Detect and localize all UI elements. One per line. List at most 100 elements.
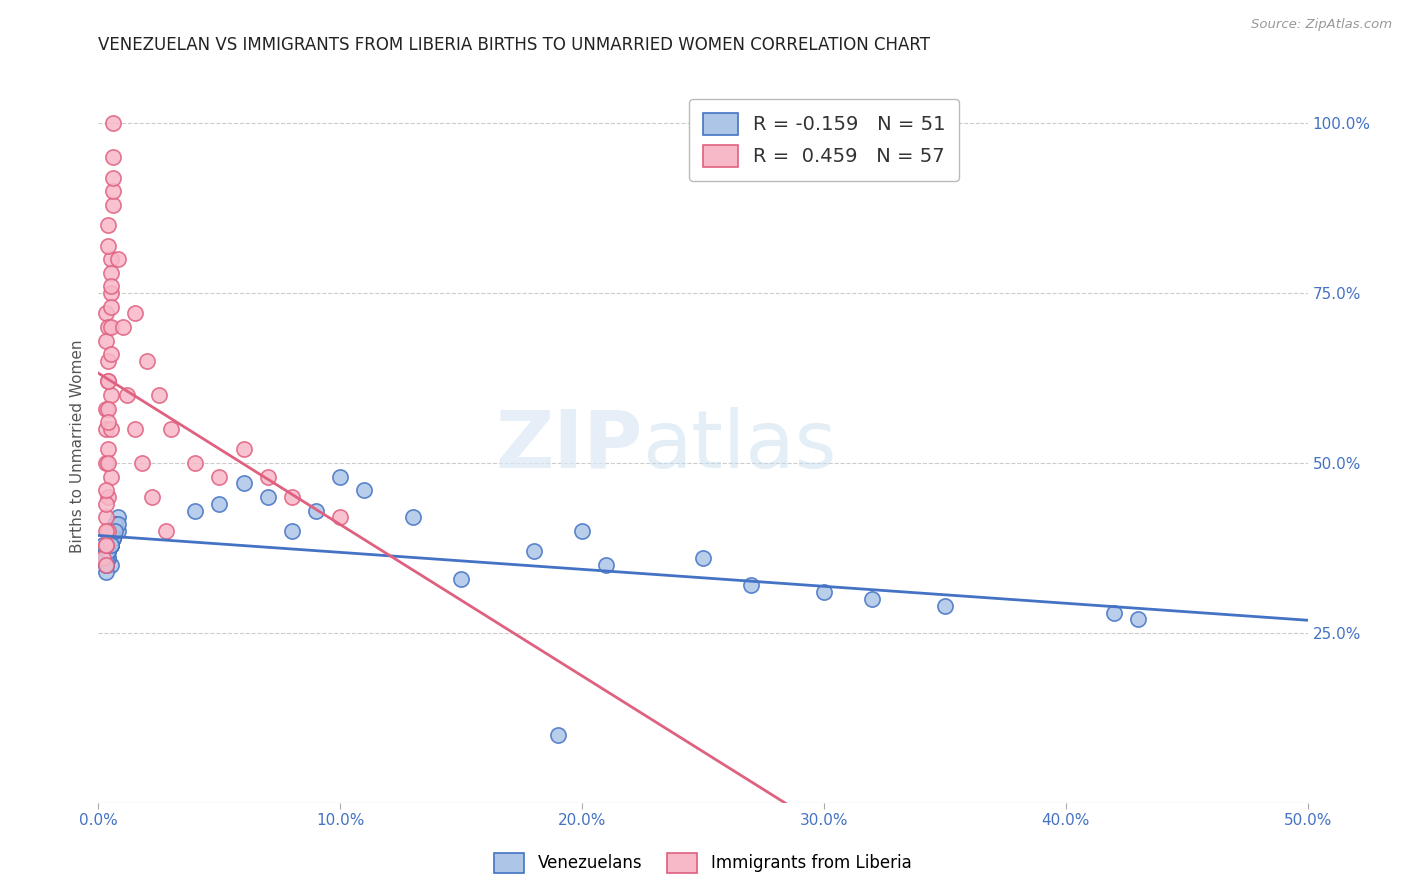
Point bbox=[94, 544, 117, 558]
Point bbox=[148, 388, 170, 402]
Point bbox=[135, 354, 157, 368]
Point bbox=[94, 551, 117, 566]
Point bbox=[256, 469, 278, 483]
Point bbox=[97, 320, 120, 334]
Point bbox=[100, 537, 122, 551]
Point bbox=[934, 599, 956, 613]
Point bbox=[111, 320, 134, 334]
Point bbox=[100, 286, 122, 301]
Text: atlas: atlas bbox=[643, 407, 837, 485]
Point bbox=[94, 510, 117, 524]
Point bbox=[97, 375, 120, 389]
Point bbox=[97, 456, 120, 470]
Point bbox=[131, 456, 153, 470]
Point bbox=[101, 198, 124, 212]
Point bbox=[256, 490, 278, 504]
Point bbox=[101, 531, 124, 545]
Point bbox=[305, 503, 328, 517]
Point bbox=[101, 531, 124, 545]
Point bbox=[100, 320, 122, 334]
Point bbox=[100, 266, 122, 280]
Point bbox=[101, 150, 124, 164]
Point bbox=[100, 300, 122, 314]
Point bbox=[107, 252, 129, 266]
Point bbox=[100, 469, 122, 483]
Point bbox=[141, 490, 163, 504]
Point bbox=[97, 551, 120, 566]
Point bbox=[100, 537, 122, 551]
Point bbox=[94, 537, 117, 551]
Point bbox=[104, 524, 127, 538]
Point bbox=[97, 442, 120, 457]
Point bbox=[1102, 606, 1125, 620]
Point bbox=[329, 510, 352, 524]
Point bbox=[97, 551, 120, 566]
Point bbox=[571, 524, 593, 538]
Point bbox=[94, 551, 117, 566]
Point bbox=[100, 422, 122, 436]
Point bbox=[117, 388, 139, 402]
Point bbox=[353, 483, 375, 498]
Point bbox=[94, 456, 117, 470]
Point bbox=[692, 551, 714, 566]
Point bbox=[281, 524, 304, 538]
Point bbox=[97, 524, 120, 538]
Point bbox=[94, 558, 117, 572]
Point bbox=[97, 218, 120, 232]
Point bbox=[329, 469, 352, 483]
Point bbox=[94, 497, 117, 511]
Point bbox=[232, 476, 254, 491]
Point bbox=[547, 728, 569, 742]
Point bbox=[107, 524, 129, 538]
Point bbox=[450, 572, 472, 586]
Point bbox=[208, 469, 231, 483]
Point bbox=[101, 184, 124, 198]
Point bbox=[101, 531, 124, 545]
Point bbox=[91, 537, 114, 551]
Point bbox=[101, 116, 124, 130]
Point bbox=[100, 537, 122, 551]
Point bbox=[101, 170, 124, 185]
Point bbox=[160, 422, 183, 436]
Point bbox=[402, 510, 425, 524]
Point bbox=[94, 422, 117, 436]
Point bbox=[97, 415, 120, 429]
Text: Source: ZipAtlas.com: Source: ZipAtlas.com bbox=[1251, 18, 1392, 31]
Point bbox=[124, 306, 146, 320]
Point bbox=[1128, 612, 1150, 626]
Point bbox=[94, 401, 117, 416]
Point bbox=[97, 544, 120, 558]
Point bbox=[91, 551, 114, 566]
Point bbox=[94, 558, 117, 572]
Point bbox=[208, 497, 231, 511]
Text: ZIP: ZIP bbox=[495, 407, 643, 485]
Point bbox=[100, 537, 122, 551]
Point bbox=[101, 524, 124, 538]
Point bbox=[104, 517, 127, 532]
Y-axis label: Births to Unmarried Women: Births to Unmarried Women bbox=[69, 339, 84, 553]
Point bbox=[100, 252, 122, 266]
Point bbox=[595, 558, 617, 572]
Point bbox=[97, 544, 120, 558]
Point bbox=[100, 279, 122, 293]
Point bbox=[94, 334, 117, 348]
Point bbox=[97, 354, 120, 368]
Point bbox=[107, 510, 129, 524]
Legend: R = -0.159   N = 51, R =  0.459   N = 57: R = -0.159 N = 51, R = 0.459 N = 57 bbox=[689, 99, 959, 181]
Point bbox=[281, 490, 304, 504]
Point bbox=[107, 517, 129, 532]
Point bbox=[94, 306, 117, 320]
Text: VENEZUELAN VS IMMIGRANTS FROM LIBERIA BIRTHS TO UNMARRIED WOMEN CORRELATION CHAR: VENEZUELAN VS IMMIGRANTS FROM LIBERIA BI… bbox=[98, 36, 931, 54]
Point bbox=[740, 578, 762, 592]
Point bbox=[97, 401, 120, 416]
Point bbox=[860, 591, 883, 606]
Point bbox=[94, 558, 117, 572]
Point bbox=[184, 503, 207, 517]
Point bbox=[101, 531, 124, 545]
Point bbox=[94, 544, 117, 558]
Point bbox=[94, 524, 117, 538]
Point bbox=[104, 517, 127, 532]
Point bbox=[100, 537, 122, 551]
Point bbox=[94, 537, 117, 551]
Point bbox=[184, 456, 207, 470]
